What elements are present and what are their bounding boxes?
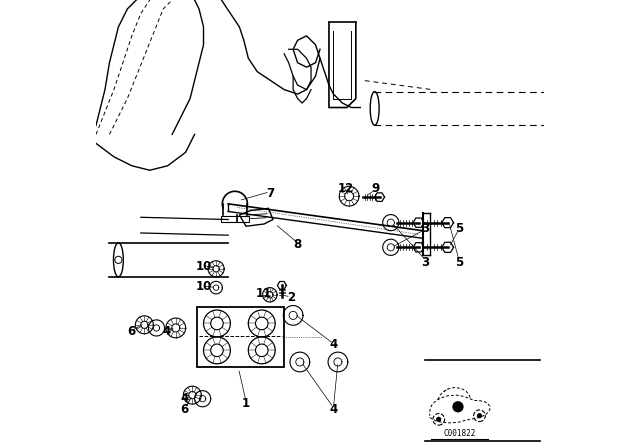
Text: 7: 7 <box>266 187 274 200</box>
Text: 10: 10 <box>195 260 212 273</box>
Text: 2: 2 <box>287 291 295 305</box>
Text: 8: 8 <box>294 237 301 251</box>
Text: 11: 11 <box>256 287 272 300</box>
Text: 12: 12 <box>338 181 354 195</box>
Text: 4: 4 <box>330 403 337 417</box>
Text: 5: 5 <box>455 255 463 269</box>
Text: 6: 6 <box>180 403 189 417</box>
Circle shape <box>477 414 482 418</box>
Bar <box>221 216 249 222</box>
Text: 5: 5 <box>455 222 463 235</box>
Bar <box>197 307 284 367</box>
Text: 9: 9 <box>371 181 380 195</box>
Circle shape <box>436 417 441 422</box>
Text: 6: 6 <box>128 325 136 338</box>
Text: 4: 4 <box>330 338 337 352</box>
Text: 4: 4 <box>180 392 189 405</box>
Circle shape <box>453 402 463 412</box>
Text: 3: 3 <box>421 255 429 269</box>
Text: C001822: C001822 <box>444 429 476 438</box>
Text: 10: 10 <box>195 280 212 293</box>
Text: 4: 4 <box>163 325 171 338</box>
Text: 1: 1 <box>242 396 250 410</box>
Text: 3: 3 <box>421 222 429 235</box>
